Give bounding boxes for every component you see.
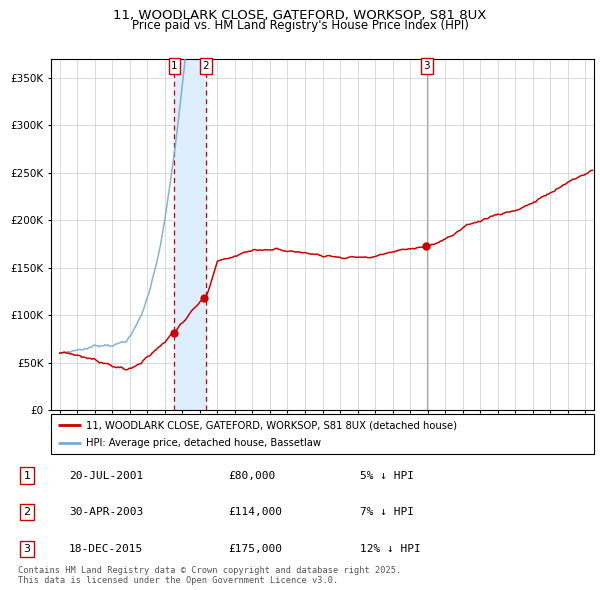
Text: 7% ↓ HPI: 7% ↓ HPI xyxy=(360,507,414,517)
Text: 1: 1 xyxy=(23,471,31,480)
Text: 3: 3 xyxy=(424,61,430,71)
Text: 11, WOODLARK CLOSE, GATEFORD, WORKSOP, S81 8UX: 11, WOODLARK CLOSE, GATEFORD, WORKSOP, S… xyxy=(113,9,487,22)
Text: 1: 1 xyxy=(171,61,178,71)
Text: £175,000: £175,000 xyxy=(228,544,282,553)
Bar xyxy=(175,59,206,410)
Text: 2: 2 xyxy=(23,507,31,517)
Text: Price paid vs. HM Land Registry's House Price Index (HPI): Price paid vs. HM Land Registry's House … xyxy=(131,19,469,32)
Text: 20-JUL-2001: 20-JUL-2001 xyxy=(69,471,143,480)
Text: HPI: Average price, detached house, Bassetlaw: HPI: Average price, detached house, Bass… xyxy=(86,438,321,448)
Text: 3: 3 xyxy=(23,544,31,553)
Text: 5% ↓ HPI: 5% ↓ HPI xyxy=(360,471,414,480)
Text: 18-DEC-2015: 18-DEC-2015 xyxy=(69,544,143,553)
FancyBboxPatch shape xyxy=(51,414,594,454)
Text: 30-APR-2003: 30-APR-2003 xyxy=(69,507,143,517)
Text: £114,000: £114,000 xyxy=(228,507,282,517)
Text: 2: 2 xyxy=(202,61,209,71)
Text: 11, WOODLARK CLOSE, GATEFORD, WORKSOP, S81 8UX (detached house): 11, WOODLARK CLOSE, GATEFORD, WORKSOP, S… xyxy=(86,420,457,430)
Text: 12% ↓ HPI: 12% ↓ HPI xyxy=(360,544,421,553)
Text: Contains HM Land Registry data © Crown copyright and database right 2025.
This d: Contains HM Land Registry data © Crown c… xyxy=(18,566,401,585)
Text: £80,000: £80,000 xyxy=(228,471,275,480)
